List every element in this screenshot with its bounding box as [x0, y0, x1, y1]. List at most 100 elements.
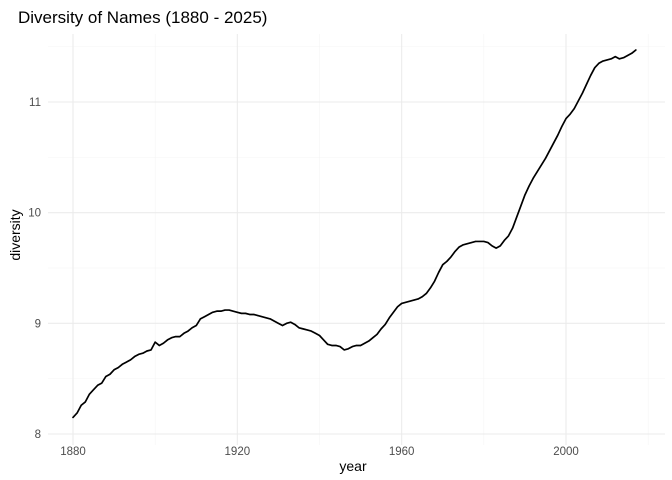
data-point [216, 310, 218, 312]
data-point [438, 271, 440, 274]
data-point [618, 58, 621, 60]
data-point [273, 320, 275, 322]
data-point [105, 375, 107, 378]
data-point [236, 311, 238, 313]
data-point [261, 316, 263, 318]
data-point [269, 318, 271, 320]
chart-title: Diversity of Names (1880 - 2025) [18, 8, 267, 27]
data-point [351, 345, 353, 348]
data-point [417, 298, 419, 300]
data-point [491, 245, 493, 247]
series-line-diversity [72, 49, 637, 419]
data-point [327, 343, 329, 345]
data-point [129, 359, 132, 361]
data-point [92, 389, 95, 391]
data-point [610, 58, 612, 60]
x-tick-label: 1960 [389, 446, 415, 458]
data-point [331, 344, 333, 347]
data-point [528, 185, 530, 187]
data-point [462, 244, 464, 246]
data-point [544, 157, 547, 160]
y-tick-label: 10 [28, 208, 41, 220]
data-point [347, 348, 349, 350]
data-point [298, 327, 300, 329]
data-point [203, 316, 206, 318]
data-point [175, 336, 177, 338]
data-point [179, 336, 181, 338]
data-point [339, 345, 341, 348]
y-axis-title: diversity [7, 209, 23, 260]
data-point [368, 340, 370, 342]
data-point [565, 118, 567, 120]
data-point [598, 62, 600, 64]
data-point [475, 240, 477, 243]
data-point [516, 216, 518, 218]
data-point [232, 310, 234, 312]
data-point [183, 332, 185, 334]
data-point [602, 60, 604, 62]
data-point [162, 342, 164, 344]
data-point [121, 363, 123, 365]
data-point [446, 260, 448, 262]
data-point [401, 302, 403, 305]
data-point [487, 241, 489, 244]
data-point [635, 49, 637, 51]
data-point [343, 349, 345, 351]
data-point [154, 341, 156, 343]
data-point [450, 256, 452, 258]
data-point [207, 313, 210, 316]
data-point [606, 59, 608, 61]
data-point [249, 313, 251, 316]
data-point [479, 240, 481, 243]
data-point [323, 339, 325, 341]
data-point [125, 361, 128, 363]
data-point [577, 100, 579, 102]
data-point [240, 312, 243, 314]
data-point [142, 352, 144, 354]
minor-gridlines [48, 34, 665, 445]
data-point [80, 404, 82, 406]
data-point [425, 292, 427, 295]
x-tick-label: 1920 [225, 446, 251, 458]
x-axis-ticks: 1880 1920 1960 2000 [60, 446, 579, 458]
x-tick-label: 1880 [60, 446, 86, 458]
data-point [364, 342, 366, 344]
data-point [388, 317, 390, 319]
data-point [631, 52, 633, 54]
x-tick-label: 2000 [553, 446, 579, 458]
y-axis-ticks: 8 9 10 11 [28, 97, 41, 441]
data-point [88, 393, 91, 395]
data-point [265, 317, 267, 319]
data-point [376, 333, 378, 335]
data-point [244, 312, 247, 314]
data-point [495, 247, 497, 249]
data-point [224, 309, 226, 311]
data-point [569, 113, 571, 115]
data-point [507, 235, 510, 237]
data-point [409, 300, 411, 302]
data-point [286, 322, 288, 324]
data-point [158, 344, 160, 347]
data-point [253, 313, 255, 316]
data-point [594, 67, 596, 69]
data-point [433, 280, 436, 282]
data-point [454, 250, 456, 252]
data-point [540, 164, 542, 166]
data-point [72, 416, 74, 418]
data-point [458, 246, 460, 248]
data-point [335, 344, 337, 347]
data-point [590, 74, 592, 77]
data-point [622, 57, 625, 59]
data-point [76, 412, 78, 414]
data-point [113, 369, 115, 371]
data-point [573, 108, 575, 110]
data-point [532, 177, 534, 179]
data-point [470, 241, 473, 244]
data-point [281, 324, 284, 327]
data-point [405, 301, 407, 303]
data-point [84, 401, 86, 403]
data-point [220, 310, 222, 312]
series-group [72, 49, 637, 419]
data-point [581, 92, 584, 94]
